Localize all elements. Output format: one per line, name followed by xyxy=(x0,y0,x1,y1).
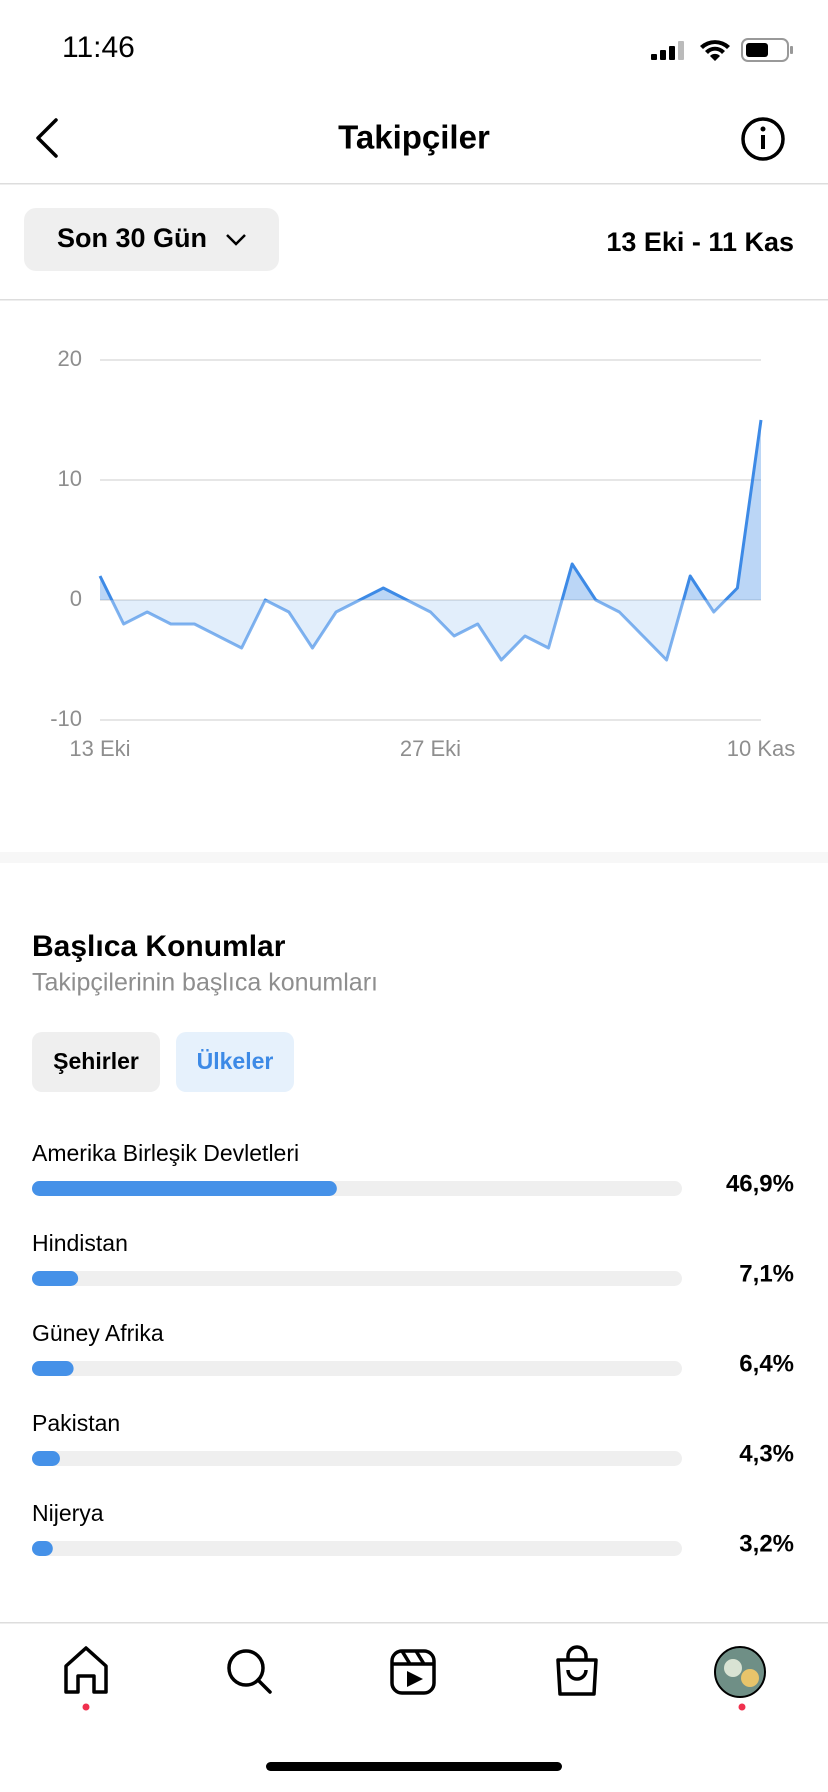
y-tick-label: 0 xyxy=(70,586,82,611)
bar xyxy=(32,1361,74,1376)
dropdown-chevron xyxy=(226,234,246,246)
date-range: 13 Eki - 11 Kas xyxy=(606,227,794,257)
divider xyxy=(0,183,828,185)
location-name: Amerika Birleşik Devletleri xyxy=(32,1140,299,1166)
tab-cities[interactable] xyxy=(32,1032,160,1092)
value-label: 6,4% xyxy=(739,1350,794,1377)
x-tick-label: 13 Eki xyxy=(69,736,130,761)
divider xyxy=(0,299,828,301)
location-name: Güney Afrika xyxy=(32,1320,164,1346)
section-subtitle: Takipçilerinin başlıca konumları xyxy=(32,969,378,997)
line-negative xyxy=(110,600,728,662)
line-chart: -10 0 10 20 13 Eki 27 Eki 10 Kas xyxy=(50,346,795,761)
x-tick-label: 27 Eki xyxy=(400,736,461,761)
nav-shop[interactable] xyxy=(556,1645,598,1696)
value-label: 7,1% xyxy=(739,1260,794,1287)
location-bars: Amerika Birleşik Devletleri 46,9% Hindista… xyxy=(32,1140,794,1557)
bar-track xyxy=(32,1361,682,1376)
area-negative xyxy=(100,600,761,660)
period-dropdown[interactable] xyxy=(24,208,279,271)
location-name: Nijerya xyxy=(32,1500,104,1526)
value-label: 4,3% xyxy=(739,1440,794,1467)
y-tick-label: 20 xyxy=(58,346,82,371)
y-tick-label: 10 xyxy=(58,466,82,491)
bar xyxy=(32,1181,337,1196)
section-gap xyxy=(0,852,828,863)
nav-profile[interactable] xyxy=(714,1646,766,1711)
x-tick-label: 10 Kas xyxy=(727,736,796,761)
y-tick-label: -10 xyxy=(50,706,82,731)
nav-home[interactable] xyxy=(64,1646,108,1711)
tab-label: Şehirler xyxy=(53,1048,139,1074)
value-label: 3,2% xyxy=(739,1530,794,1557)
bar-track xyxy=(32,1451,682,1466)
location-name: Hindistan xyxy=(32,1230,128,1256)
divider xyxy=(0,1622,828,1624)
bar xyxy=(32,1451,60,1466)
info-button[interactable] xyxy=(741,117,785,161)
home-indicator xyxy=(266,1762,562,1771)
nav-reels[interactable] xyxy=(390,1649,436,1695)
bar xyxy=(32,1541,53,1556)
header-title: Takipçiler xyxy=(338,119,490,156)
bar-track xyxy=(32,1541,682,1556)
nav-search[interactable] xyxy=(227,1649,272,1694)
location-name: Pakistan xyxy=(32,1410,120,1436)
bar-track xyxy=(32,1271,682,1286)
bar xyxy=(32,1271,79,1286)
value-label: 46,9% xyxy=(726,1170,794,1197)
back-button[interactable] xyxy=(36,118,58,158)
tab-label: Ülkeler xyxy=(197,1048,274,1074)
tab-countries[interactable] xyxy=(176,1032,294,1092)
status-time: 11:46 xyxy=(62,31,135,64)
section-title: Başlıca Konumlar xyxy=(32,930,286,963)
period-label: Son 30 Gün xyxy=(57,223,207,253)
status-icons xyxy=(651,38,793,62)
